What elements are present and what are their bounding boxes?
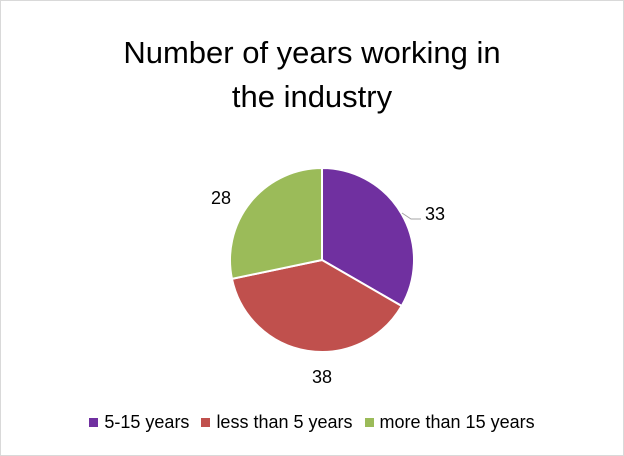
data-label: 28: [211, 188, 231, 208]
data-labels: 33 38 28: [211, 188, 445, 387]
legend-label: 5-15 years: [104, 412, 190, 432]
data-label: 33: [425, 204, 445, 224]
pie-slice-less-than-5-years: [230, 258, 404, 353]
legend-item-more-than-15-years: more than 15 years: [364, 412, 535, 433]
pie-slices: [229, 166, 415, 353]
legend-item-5-15-years: 5-15 years: [89, 412, 189, 433]
legend: 5-15 years less than 5 years more than 1…: [1, 412, 623, 433]
legend-item-less-than-5-years: less than 5 years: [201, 412, 353, 433]
data-label: 38: [312, 367, 332, 387]
chart-title-line-1: Number of years working in: [123, 35, 501, 70]
pie-slice-more-than-15-years: [229, 166, 323, 281]
legend-label: less than 5 years: [216, 412, 353, 432]
leader-lines: [401, 212, 421, 220]
pie-slice-5-15-years: [321, 166, 415, 308]
legend-label: more than 15 years: [379, 412, 535, 432]
chart-title-line-2: the industry: [231, 79, 393, 114]
chart-title: Number of years working in the industry: [1, 31, 623, 119]
legend-swatch: [201, 418, 211, 427]
legend-swatch: [89, 418, 99, 427]
legend-swatch: [364, 418, 374, 427]
leader-line: [401, 212, 421, 220]
